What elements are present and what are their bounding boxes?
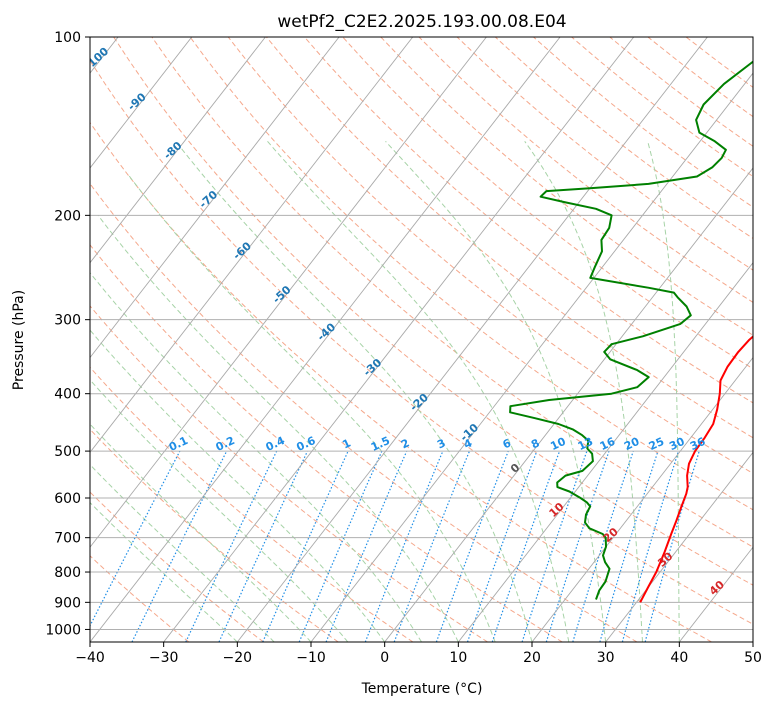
isotherm [90,37,340,359]
dry-adiabat [266,37,753,439]
mixing-ratio-line [364,450,444,642]
pressure-gridlines [90,37,753,630]
mixing-ratio-line [599,450,659,642]
dry-adiabat [342,37,753,370]
chart-title: wetPf2_C2E2.2025.193.00.08.E04 [277,12,566,32]
dry-adiabat [90,305,488,642]
dry-adiabat [90,244,563,642]
isotherm [236,37,708,642]
y-tick-label: 400 [54,387,81,403]
y-tick-label: 900 [54,595,81,611]
x-axis-ticks: −40 −30 −20 −10 0 10 20 30 40 50 [75,642,762,666]
isotherm [384,167,753,642]
y-axis-label: Pressure (hPa) [11,290,27,390]
mixing-ratio-label: 20 [622,435,642,453]
y-tick-label: 100 [54,30,81,46]
mixing-ratio-line [545,450,610,642]
mixing-ratio-line [218,450,309,642]
x-axis-label: Temperature (°C) [361,681,483,697]
y-tick-label: 700 [54,531,81,547]
x-tick-label: 50 [744,650,762,666]
y-tick-label: 500 [54,444,81,460]
mixing-ratio-label: 13 [576,435,595,453]
mixing-ratio-line [521,450,588,642]
x-tick-label: 10 [449,650,467,666]
x-tick-label: −30 [149,650,179,666]
x-tick-label: −10 [296,650,326,666]
dry-adiabat [90,182,638,642]
y-tick-label: 1000 [45,622,81,638]
dry-adiabat [90,121,712,642]
moist-adiabat [90,463,275,642]
mixing-ratio-line [466,450,538,642]
dry-adiabat [113,37,753,586]
dry-adiabat [227,37,753,474]
mixing-ratio-label: 36 [688,435,708,453]
moist-adiabat [97,215,459,642]
isotherms [90,37,753,642]
y-tick-label: 200 [54,208,81,224]
isotherm [752,641,753,642]
isotherm [90,37,414,454]
x-tick-label: 0 [380,650,389,666]
mixing-ratio-line [435,450,509,642]
isotherm [531,356,753,642]
x-tick-label: 30 [597,650,615,666]
mixing-ratio-label: 25 [647,435,666,453]
isotherm [310,72,753,642]
x-tick-label: 40 [670,650,688,666]
moist-adiabat [90,379,349,642]
x-tick-label: 20 [523,650,541,666]
plot-frame [89,36,754,643]
dry-adiabat [90,555,190,642]
moist-adiabat [90,329,386,642]
moist-adiabat [90,271,422,642]
plot-background [90,37,753,642]
moist-adiabat [90,423,312,642]
mixing-ratio-label: 10 [548,435,568,453]
y-tick-label: 800 [54,565,81,581]
isotherm [457,262,753,642]
isotherm [163,37,635,642]
isotherm [90,37,561,642]
isotherm [90,37,193,169]
mixing-ratio-line [90,450,181,628]
isotherm [90,37,487,548]
moist-adiabat [126,173,496,642]
mixing-ratio-line [491,450,561,642]
sounding-series [509,60,753,603]
temperature-line [639,335,753,603]
isotherm [90,37,266,264]
dry-adiabat [90,59,753,625]
mixing-ratio-line [185,450,278,642]
mixing-ratio-line [572,450,634,642]
mixing-ratio-line [298,450,383,642]
isotherm [605,451,753,642]
dewpoint-line [509,60,753,600]
y-axis-ticks: 100 200 300 400 500 600 700 800 900 1000 [45,30,90,638]
x-tick-label: −20 [223,650,253,666]
x-tick-label: −40 [75,650,105,666]
mixing-ratio-label: 30 [667,435,687,453]
mixing-ratio-line [621,450,680,642]
mixing-ratio-line [325,450,408,642]
dry-adiabat [380,37,753,336]
dry-adiabat [90,491,264,642]
y-tick-label: 300 [54,313,81,329]
dry-adiabat [90,366,414,642]
mixing-ratio-line [262,450,349,642]
y-tick-label: 600 [54,491,81,507]
moist-adiabat [90,501,238,642]
dry-adiabats [90,37,753,642]
mixing-ratio-label: 16 [598,435,618,453]
